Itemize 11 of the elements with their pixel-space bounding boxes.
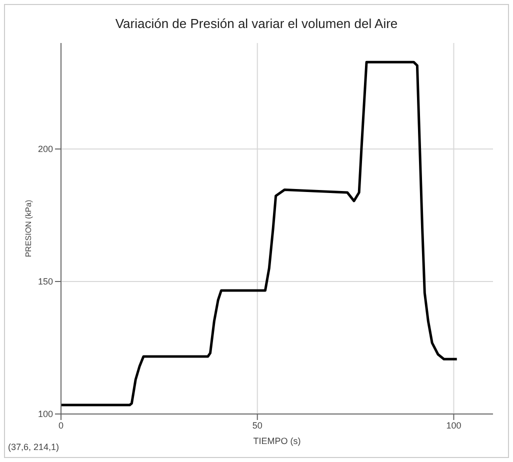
chart-title: Variación de Presión al variar el volumen del Aire bbox=[114, 16, 399, 31]
y-tick-label: 200 bbox=[38, 144, 53, 154]
x-tick-label: 0 bbox=[58, 420, 64, 430]
text: (37,6, 214,1) bbox=[8, 442, 60, 452]
y-axis-title: PRESION (kPa) bbox=[24, 199, 33, 258]
y-tick-label: 150 bbox=[38, 276, 53, 287]
y-tick-label: 100 bbox=[38, 409, 53, 420]
x-tick-label: 100 bbox=[446, 420, 462, 430]
line-series bbox=[61, 60, 458, 406]
x-axis-title: TIEMPO (s) bbox=[253, 436, 301, 446]
x-tick-label: 50 bbox=[252, 420, 262, 430]
